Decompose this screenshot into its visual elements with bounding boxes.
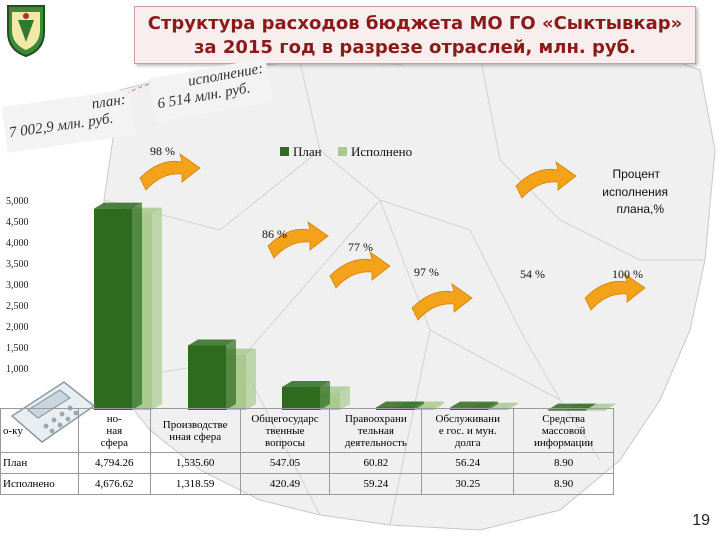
legend-label-plan: План <box>293 144 322 159</box>
y-tick-label: 4,000 <box>6 238 29 249</box>
city-emblem-icon <box>7 5 45 58</box>
arrow-icon <box>267 221 329 259</box>
table-cell: 8.90 <box>513 452 614 474</box>
table-cell: 1,318.59 <box>149 473 241 495</box>
table-cell: 59.24 <box>329 473 423 495</box>
arrow-icon <box>139 153 201 191</box>
data-table: о-ку но- ная сфера Производстве нная сфера… <box>0 408 614 495</box>
percent-annotation-line2: исполнения <box>602 185 668 199</box>
y-tick-label: 3,500 <box>6 259 29 270</box>
y-tick-label: 1,500 <box>6 343 29 354</box>
percent-annotation-line3: плана,% <box>617 202 665 216</box>
legend-swatch-executed <box>338 147 347 156</box>
table-corner-label: о-ку <box>0 408 79 453</box>
table-cell: 30.25 <box>421 473 515 495</box>
arrow-icon <box>584 273 646 311</box>
y-tick-label: 2,500 <box>6 301 29 312</box>
table-cell: 1,535.60 <box>149 452 241 474</box>
chart-title-line2: за 2015 год в разрезе отраслей, млн. руб… <box>193 37 637 58</box>
arrow-icon <box>411 283 473 321</box>
bar-plan <box>188 339 236 410</box>
table-cell: 420.49 <box>239 473 331 495</box>
y-tick-label: 1,000 <box>6 364 29 375</box>
y-tick-label: 5,000 <box>6 196 29 207</box>
percent-label: 100 % <box>612 267 643 281</box>
table-cell: 60.82 <box>329 452 423 474</box>
arrow-icon <box>329 251 391 289</box>
table-cell: 547.05 <box>239 452 331 474</box>
percent-label: 86 % <box>262 227 287 241</box>
y-tick-label: 2,000 <box>6 322 29 333</box>
bar-plan <box>282 381 330 410</box>
table-category-header: Производстве нная сфера <box>149 408 241 453</box>
y-tick-label: 4,500 <box>6 217 29 228</box>
legend-swatch-plan <box>280 147 289 156</box>
table-row-label: План <box>0 452 79 474</box>
title-box: Структура расходов бюджета МО ГО «Сыктыв… <box>134 6 696 64</box>
table-cell: 4,794.26 <box>77 452 151 474</box>
bar-plan <box>94 202 142 410</box>
table-category-header: Обслуживани е гос. и мун. долга <box>421 408 515 453</box>
y-tick-label: 3,000 <box>6 280 29 291</box>
table-category-header: но- ная сфера <box>77 408 151 453</box>
percent-label: 98 % <box>150 144 175 158</box>
percent-annotation-line1: Процент <box>612 167 660 181</box>
percent-label: 97 % <box>414 265 439 279</box>
arrow-icon <box>515 161 577 199</box>
table-category-header: Общегосударс твенные вопросы <box>239 408 331 453</box>
table-row-label: Исполнено <box>0 473 79 495</box>
table-row-plan: План 4,794.26 1,535.60 547.05 60.82 56.24 8.90 <box>0 452 614 474</box>
table-category-header: Правоохрани тельная деятельность <box>329 408 423 453</box>
table-cell: 8.90 <box>513 473 614 495</box>
page-number: 19 <box>692 512 710 529</box>
table-category-header: Средства массовой информации <box>513 408 614 453</box>
legend-label-executed: Исполнено <box>351 144 412 159</box>
percent-label: 77 % <box>348 240 373 254</box>
chart-title-line1: Структура расходов бюджета МО ГО «Сыктыв… <box>147 13 683 34</box>
percent-label: 54 % <box>520 267 545 281</box>
table-cell: 4,676.62 <box>77 473 151 495</box>
table-cell: 56.24 <box>421 452 515 474</box>
table-row-executed: Исполнено 4,676.62 1,318.59 420.49 59.24 30.2… <box>0 473 614 495</box>
